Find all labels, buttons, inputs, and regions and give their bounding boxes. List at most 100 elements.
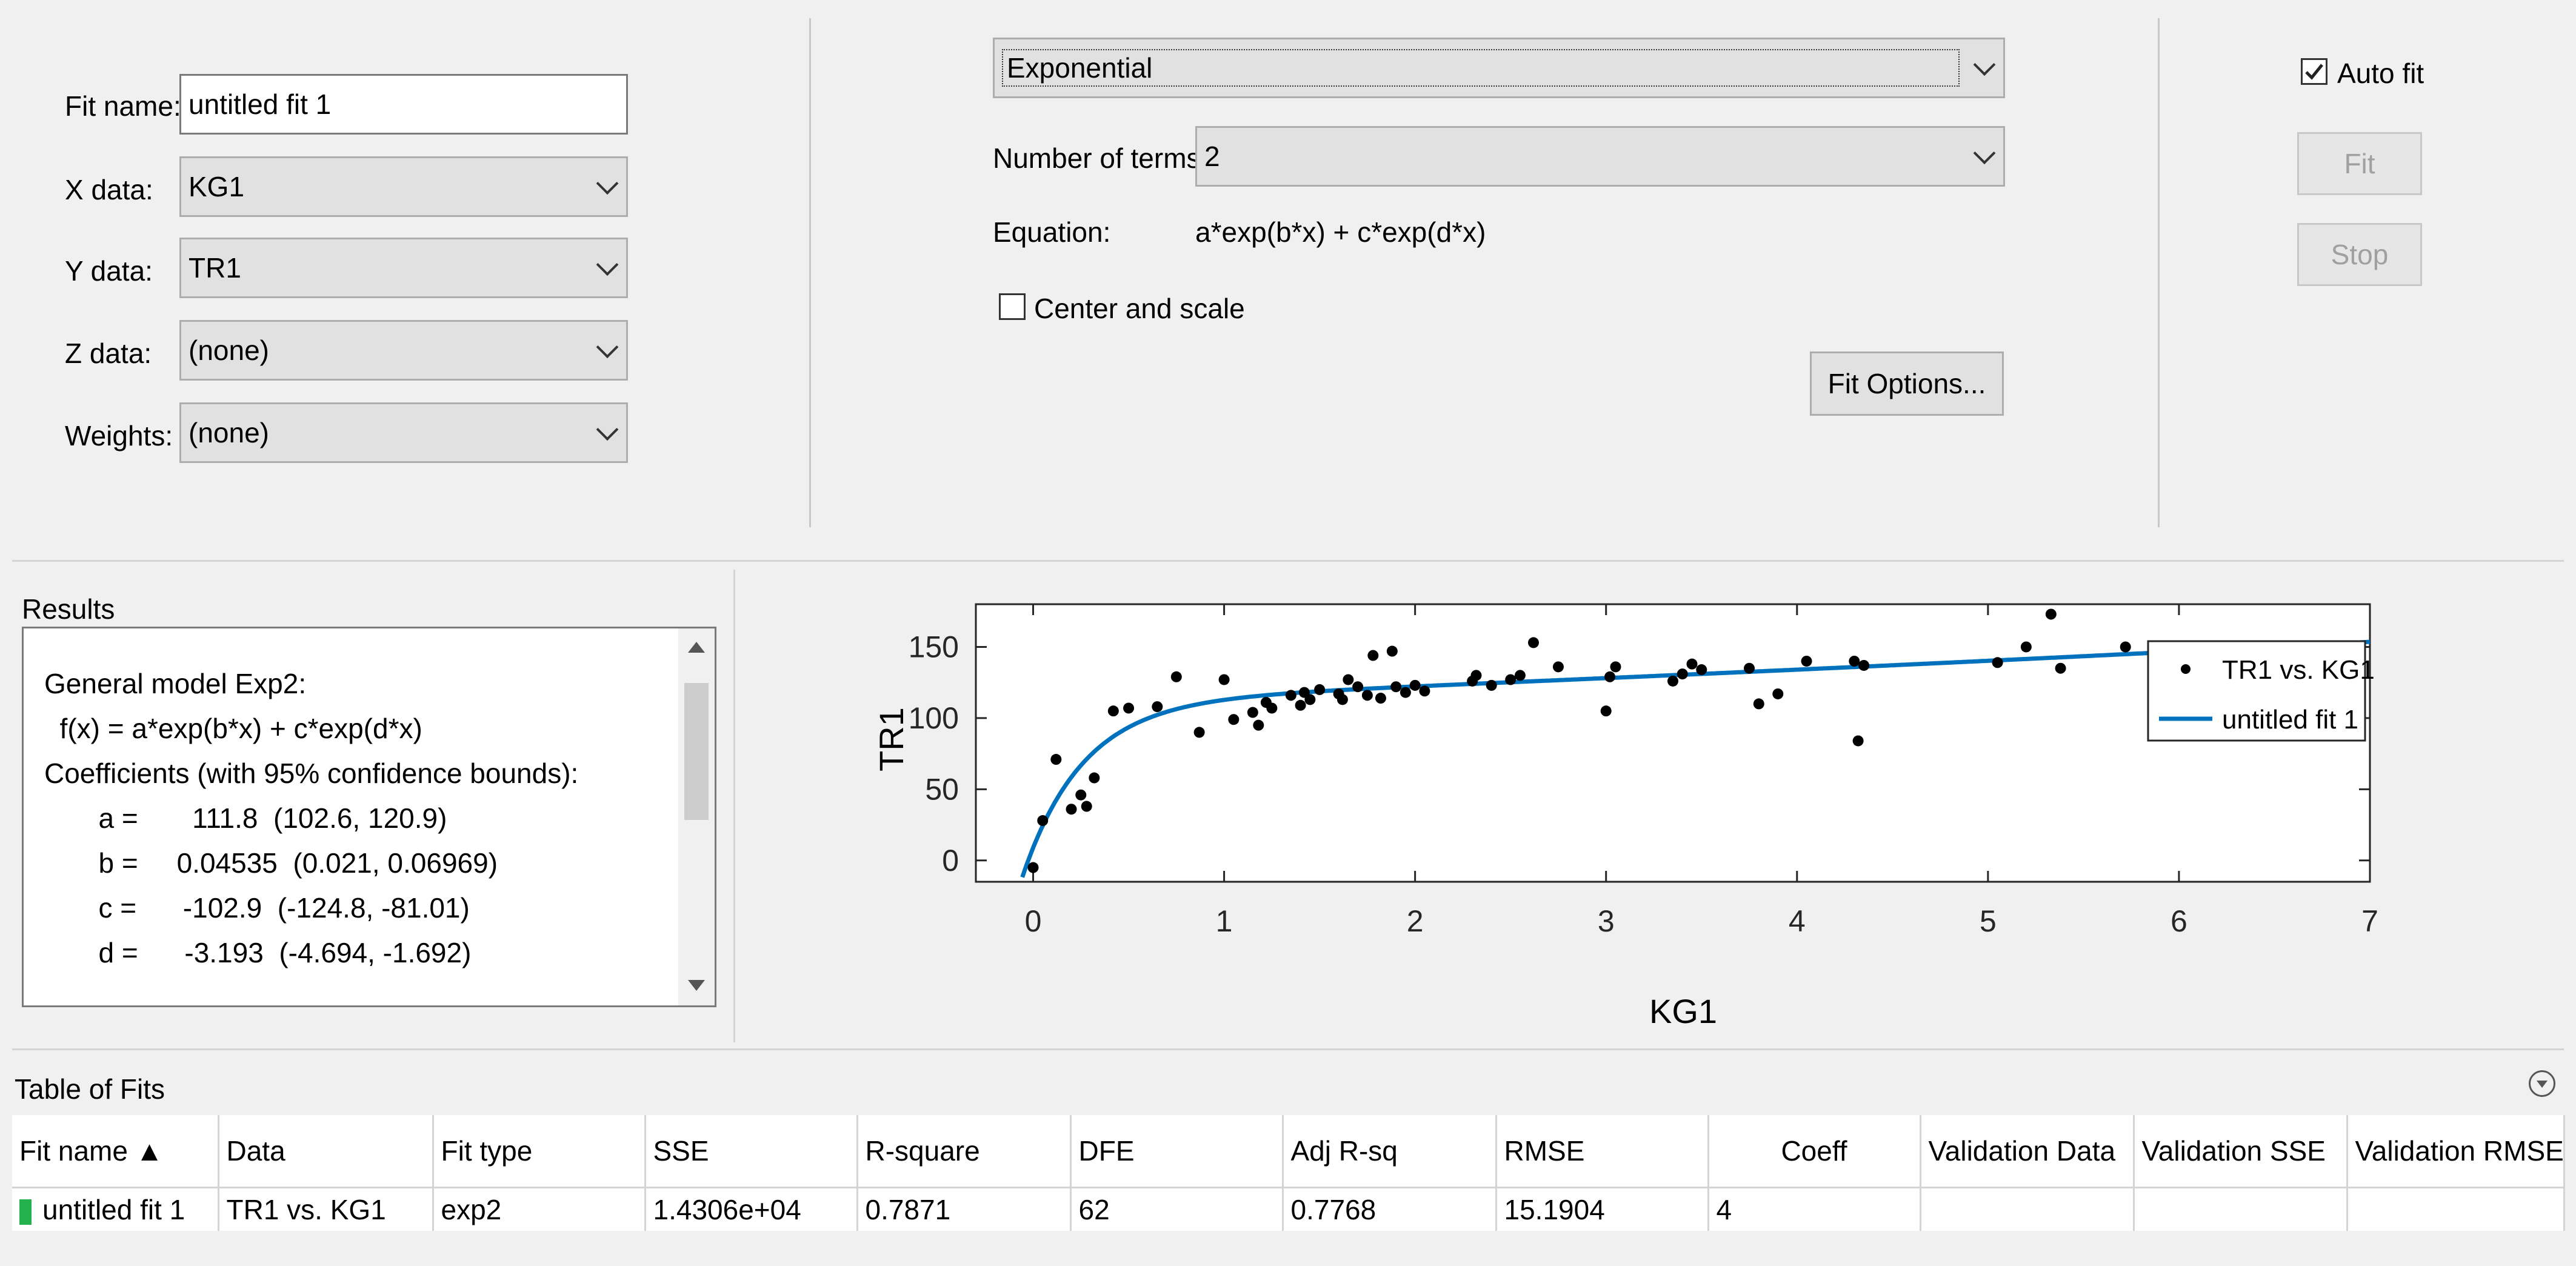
fit-plot[interactable]: 0 1 2 3 4 5 6 7 0 50 100 150 KG1 TR1 TR1 vs. KG1 u… <box>758 576 2552 1048</box>
center-scale-checkbox[interactable] <box>999 293 1026 320</box>
fit-name-input[interactable]: untitled fit 1 <box>179 74 628 135</box>
num-terms-select[interactable]: 2 <box>1195 126 2005 187</box>
y-data-value: TR1 <box>189 252 241 284</box>
col-header-fit-type[interactable]: Fit type <box>433 1115 646 1188</box>
results-title: Results <box>22 593 115 625</box>
data-point <box>1419 685 1430 697</box>
legend-entry-data: TR1 vs. KG1 <box>2222 655 2375 685</box>
data-point <box>1081 801 1092 812</box>
legend-box <box>2147 640 2366 742</box>
cell-sse[interactable]: 1.4306e+04 <box>645 1187 858 1231</box>
z-data-value: (none) <box>189 335 269 366</box>
results-line: General model Exp2: <box>44 668 307 699</box>
data-point <box>1170 671 1182 682</box>
fit-options-button[interactable]: Fit Options... <box>1810 351 2004 416</box>
data-point <box>2020 641 2032 653</box>
scroll-thumb[interactable] <box>684 683 709 820</box>
results-line: d = -3.193 (-4.694, -1.692) <box>44 937 472 968</box>
y-tick-label: 50 <box>925 772 959 806</box>
collapse-icon[interactable] <box>2529 1070 2555 1097</box>
cell-dfe[interactable]: 62 <box>1070 1187 1284 1231</box>
results-line: b = 0.04535 (0.021, 0.06969) <box>44 847 498 879</box>
data-point <box>1193 727 1205 738</box>
fit-type-select[interactable]: Exponential <box>993 38 2005 98</box>
cell-data[interactable]: TR1 vs. KG1 <box>218 1187 434 1231</box>
col-header-validation-rmse[interactable]: Validation RMSE <box>2347 1115 2565 1188</box>
data-point <box>1352 681 1364 693</box>
y-tick-label: 0 <box>942 844 959 878</box>
results-scrollbar[interactable] <box>678 628 715 1005</box>
y-data-select[interactable]: TR1 <box>179 238 628 298</box>
results-line: Coefficients (with 95% confidence bounds… <box>44 758 579 789</box>
col-header-validation-sse[interactable]: Validation SSE <box>2134 1115 2348 1188</box>
x-axis-label: KG1 <box>1649 992 1717 1030</box>
data-point <box>1295 699 1306 711</box>
col-header-r-square[interactable]: R-square <box>857 1115 1072 1188</box>
data-point <box>1089 772 1100 784</box>
col-header-fit-name[interactable]: Fit name ▲ <box>12 1115 219 1188</box>
y-tick-label: 150 <box>909 630 959 664</box>
fit-name-label: Fit name: <box>65 90 181 122</box>
data-point <box>1075 789 1087 801</box>
x-data-select[interactable]: KG1 <box>179 156 628 217</box>
results-box: General model Exp2: f(x) = a*exp(b*x) + … <box>22 627 716 1007</box>
col-header-rmse[interactable]: RMSE <box>1496 1115 1709 1188</box>
legend-marker-points <box>2181 664 2191 674</box>
chevron-down-icon <box>1973 142 1996 165</box>
col-header-adj-r-sq[interactable]: Adj R-sq <box>1283 1115 1497 1188</box>
fit-type-value: Exponential <box>1002 49 1960 87</box>
data-point <box>1152 701 1163 713</box>
scroll-down-icon[interactable] <box>688 980 705 991</box>
cell-fit-type[interactable]: exp2 <box>433 1187 646 1231</box>
data-point <box>1852 735 1864 747</box>
legend-entry-fit: untitled fit 1 <box>2222 705 2358 735</box>
auto-fit-label: Auto fit <box>2337 58 2424 89</box>
x-tick-label: 3 <box>1598 904 1615 938</box>
legend[interactable]: TR1 vs. KG1 untitled fit 1 <box>2147 640 2375 742</box>
auto-fit-checkbox[interactable] <box>2301 58 2327 85</box>
cell-validation-sse[interactable] <box>2134 1187 2348 1231</box>
plot-axes <box>975 603 2371 883</box>
z-data-select[interactable]: (none) <box>179 320 628 381</box>
col-header-coeff[interactable]: Coeff <box>1708 1115 1921 1188</box>
data-point <box>1528 637 1539 648</box>
table-header-row: Fit name ▲ Data Fit type SSE R-square DF… <box>12 1115 2565 1188</box>
fit-button[interactable]: Fit <box>2297 132 2422 195</box>
data-point <box>1253 719 1264 731</box>
stop-button[interactable]: Stop <box>2297 223 2422 286</box>
data-point <box>1604 671 1616 682</box>
cell-r-square[interactable]: 0.7871 <box>857 1187 1072 1231</box>
cell-rmse[interactable]: 15.1904 <box>1496 1187 1709 1231</box>
col-header-sse[interactable]: SSE <box>645 1115 858 1188</box>
y-tick-label: 100 <box>909 701 959 735</box>
scroll-up-icon[interactable] <box>688 642 705 653</box>
table-row[interactable]: untitled fit 1 TR1 vs. KG1 exp2 1.4306e+… <box>12 1187 2565 1231</box>
weights-select[interactable]: (none) <box>179 402 628 463</box>
data-point <box>1505 674 1517 685</box>
x-data-value: KG1 <box>189 171 245 202</box>
cell-fit-name[interactable]: untitled fit 1 <box>12 1187 219 1231</box>
fit-curve <box>1020 639 2371 878</box>
cell-coeff[interactable]: 4 <box>1708 1187 1921 1231</box>
data-point <box>1361 690 1373 701</box>
data-point <box>1375 693 1386 704</box>
x-tick-label: 1 <box>1216 904 1233 938</box>
cell-adj-r-sq[interactable]: 0.7768 <box>1283 1187 1497 1231</box>
data-point <box>1514 670 1526 681</box>
panel-divider <box>733 570 735 1042</box>
col-header-validation-data[interactable]: Validation Data <box>1920 1115 2135 1188</box>
x-tick-label: 5 <box>1980 904 1997 938</box>
col-header-dfe[interactable]: DFE <box>1070 1115 1284 1188</box>
data-point <box>2055 662 2066 674</box>
checkmark-icon <box>2305 64 2323 80</box>
cell-validation-data[interactable] <box>1920 1187 2135 1231</box>
data-point <box>1228 714 1240 725</box>
data-point <box>1304 694 1316 705</box>
cell-validation-rmse[interactable] <box>2347 1187 2565 1231</box>
data-point <box>1037 815 1049 827</box>
weights-value: (none) <box>189 417 269 448</box>
data-point <box>1470 670 1482 681</box>
data-point <box>1285 690 1296 701</box>
x-tick-label: 7 <box>2361 904 2378 938</box>
col-header-data[interactable]: Data <box>218 1115 434 1188</box>
